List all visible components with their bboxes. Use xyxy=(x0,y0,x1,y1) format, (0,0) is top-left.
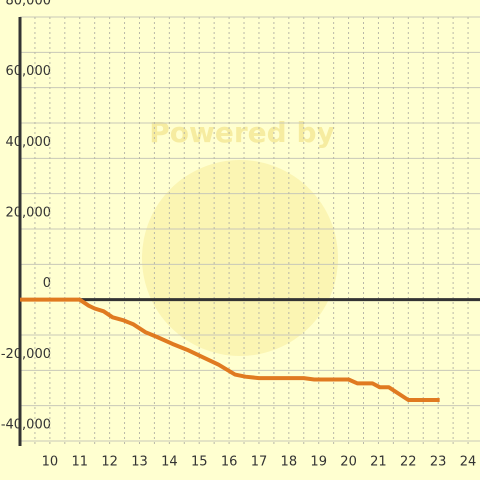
y-tick-label: -40,000 xyxy=(1,418,51,433)
x-tick-label: 14 xyxy=(161,455,178,470)
x-tick-label: 16 xyxy=(221,455,238,470)
x-tick-label: 13 xyxy=(131,455,148,470)
y-tick-label: 80,000 xyxy=(6,0,52,9)
data-line xyxy=(20,297,440,403)
y-tick-label: -20,000 xyxy=(1,347,51,362)
x-tick-label: 18 xyxy=(281,455,298,470)
x-tick-label: 11 xyxy=(71,455,88,470)
x-tick-label: 22 xyxy=(400,455,417,470)
x-tick-label: 10 xyxy=(42,455,59,470)
watermark: Powered by xyxy=(149,116,335,149)
x-tick-label: 15 xyxy=(191,455,208,470)
y-tick-label: 0 xyxy=(43,276,51,291)
y-tick-label: 60,000 xyxy=(6,64,52,79)
x-tick-label: 20 xyxy=(340,455,357,470)
x-tick-label: 21 xyxy=(370,455,387,470)
y-tick-label: 40,000 xyxy=(6,135,52,150)
x-tick-label: 17 xyxy=(251,455,268,470)
x-tick-label: 23 xyxy=(430,455,447,470)
x-tick-label: 19 xyxy=(310,455,327,470)
x-tick-label: 12 xyxy=(101,455,118,470)
y-tick-label: 20,000 xyxy=(6,206,52,221)
watermark-logo xyxy=(142,160,338,356)
x-tick-label: 24 xyxy=(460,455,477,470)
